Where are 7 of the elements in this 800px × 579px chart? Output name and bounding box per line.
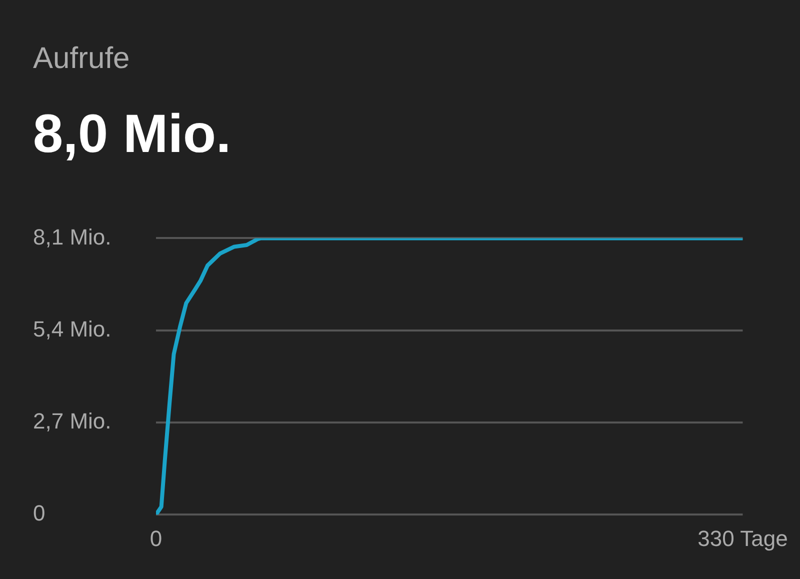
x-tick-label: 330 Tage — [698, 526, 788, 551]
chart-subtitle: 8,0 Mio. — [33, 103, 232, 165]
y-tick-label: 8,1 Mio. — [33, 224, 112, 250]
y-tick-label: 2,7 Mio. — [33, 408, 112, 434]
y-tick-label: 5,4 Mio. — [33, 316, 112, 342]
y-tick-label: 0 — [33, 500, 46, 526]
chart-title: Aufrufe — [33, 42, 130, 76]
